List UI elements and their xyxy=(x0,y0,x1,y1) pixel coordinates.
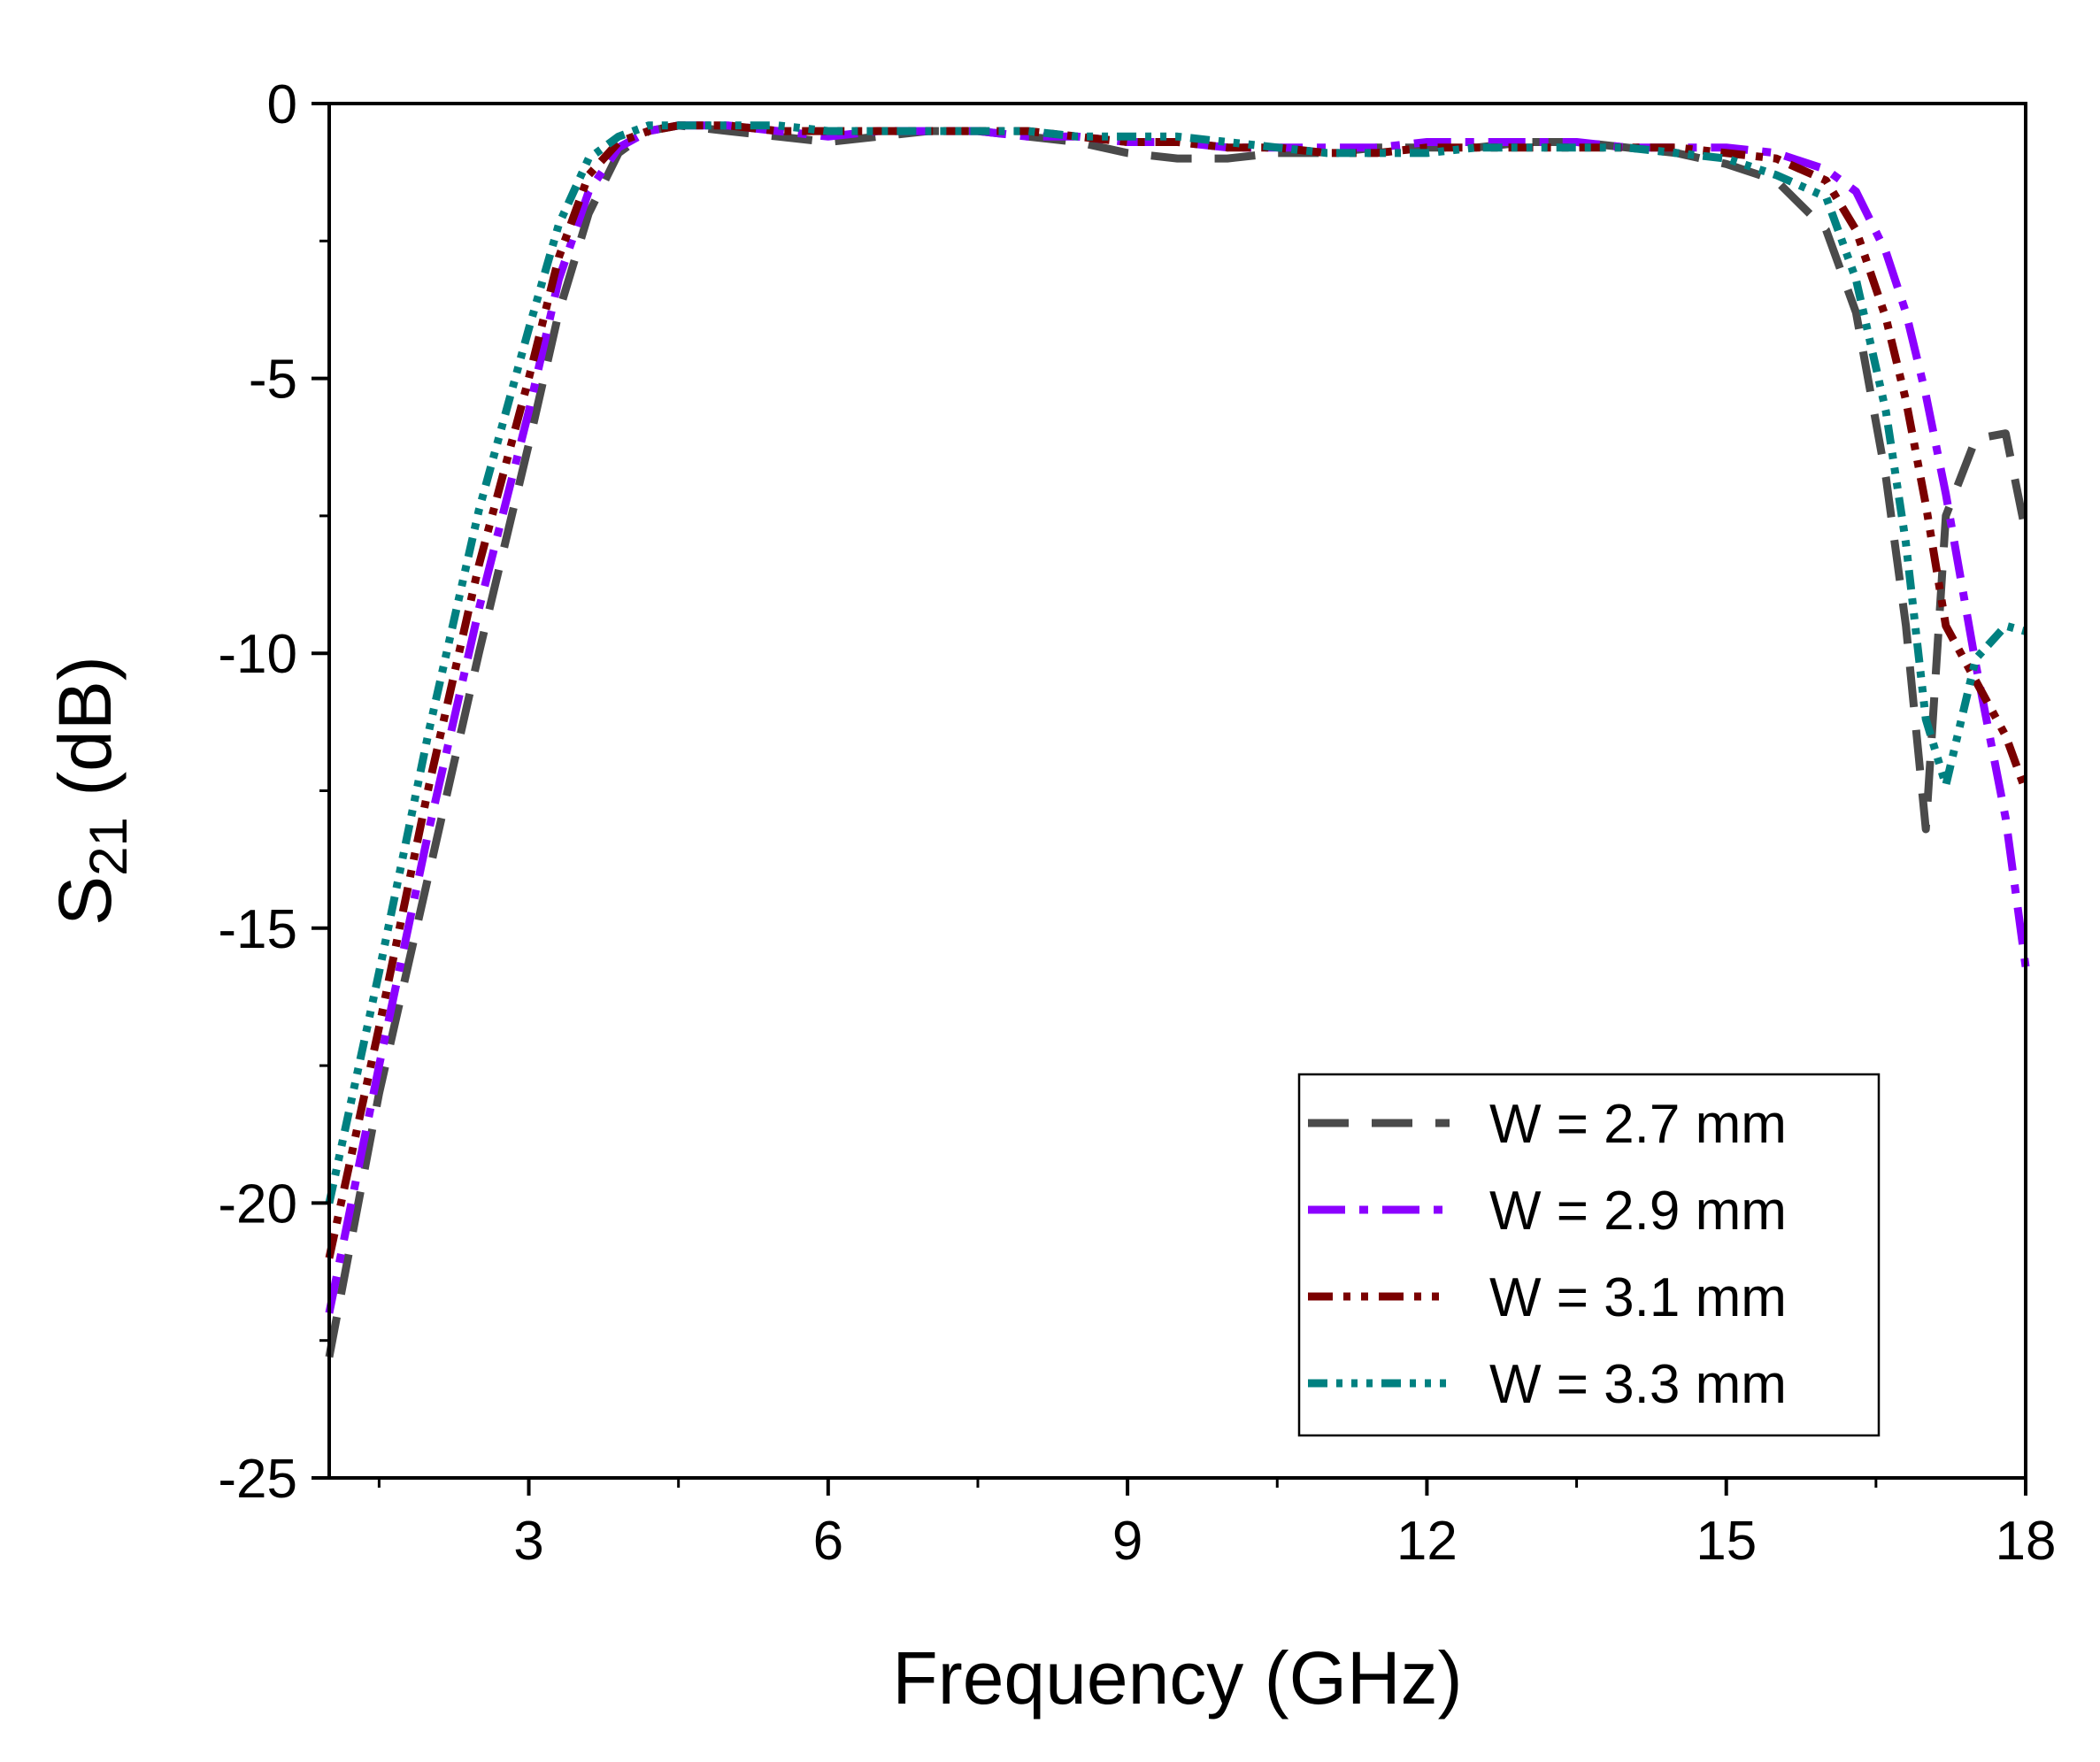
y-tick-label: -25 xyxy=(218,1449,297,1510)
y-axis-title-unit: (dB) xyxy=(43,656,127,817)
y-axis-title-main: S xyxy=(43,876,127,926)
x-tick-label: 15 xyxy=(1696,1511,1757,1572)
x-tick-label: 3 xyxy=(513,1511,543,1572)
x-tick-label: 18 xyxy=(1996,1511,2057,1572)
tick-layer: 3 6 9 12 15 18 0 -5 -10 -15 -20 -25 xyxy=(218,74,2056,1572)
legend-box xyxy=(1297,1073,1881,1437)
legend-label-w-2-7-mm: W = 2.7 mm xyxy=(1489,1094,1787,1155)
series-line-w-2-7-mm xyxy=(325,121,2030,1358)
y-tick-label: -5 xyxy=(249,350,297,411)
y-axis-title-subscript: 21 xyxy=(79,817,138,876)
x-tick-label: 6 xyxy=(813,1511,843,1572)
x-tick-label: 12 xyxy=(1396,1511,1458,1572)
x-axis-title: Frequency (GHz) xyxy=(892,1636,1462,1720)
legend-label-w-3-3-mm: W = 3.3 mm xyxy=(1489,1354,1787,1415)
series-line-w-3-1-mm xyxy=(325,121,2030,1259)
legend-label-w-3-1-mm: W = 3.1 mm xyxy=(1489,1267,1787,1328)
y-tick-label: -15 xyxy=(218,899,297,960)
series-layer xyxy=(325,121,2030,1358)
y-axis-title: S21 (dB) xyxy=(43,656,138,926)
legend-label-w-2-9-mm: W = 2.9 mm xyxy=(1489,1181,1787,1242)
y-tick-label: -10 xyxy=(218,624,297,685)
legend: W = 2.7 mm W = 2.9 mm W = 3.1 mm W = 3.3 mm xyxy=(1297,1073,1881,1437)
series-line-w-3-3-mm xyxy=(325,121,2027,1204)
x-tick-label: 9 xyxy=(1112,1511,1142,1572)
y-tick-label: 0 xyxy=(267,74,297,135)
y-tick-label: -20 xyxy=(218,1173,297,1235)
